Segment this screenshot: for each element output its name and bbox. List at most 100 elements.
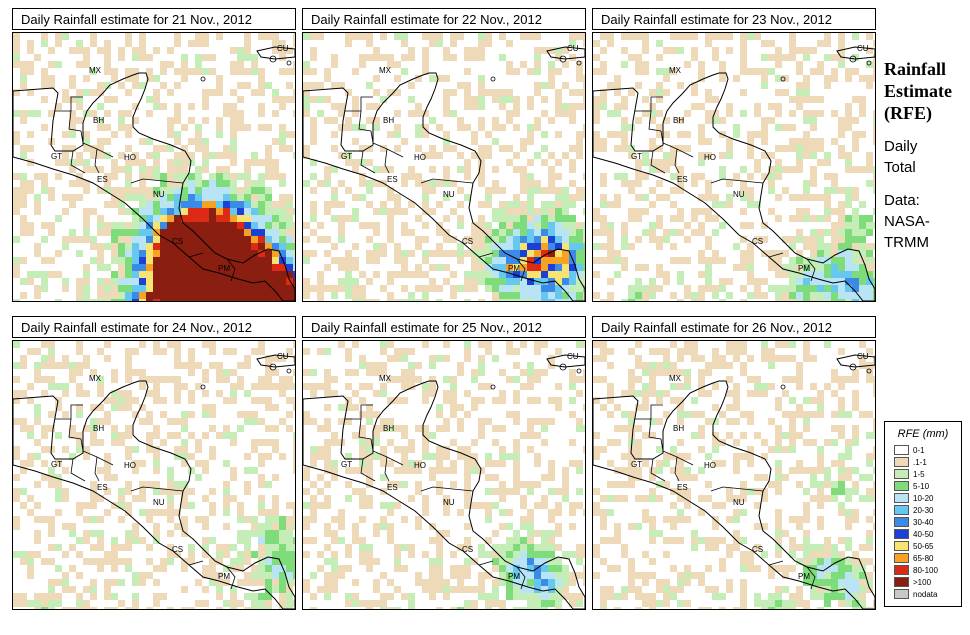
rainfall-cell <box>499 390 506 397</box>
rainfall-cell <box>359 558 366 565</box>
rainfall-cell <box>223 432 230 439</box>
rainfall-cell <box>649 607 656 609</box>
rainfall-cell <box>237 54 244 61</box>
rainfall-cell <box>230 229 237 236</box>
rainfall-cell <box>838 124 845 131</box>
rainfall-cell <box>478 397 485 404</box>
rainfall-cell <box>387 166 394 173</box>
rainfall-cell <box>394 33 401 40</box>
rainfall-cell <box>569 117 576 124</box>
rainfall-cell <box>817 586 824 593</box>
island-outline <box>200 76 206 82</box>
coastline <box>593 72 875 301</box>
rainfall-cell <box>125 299 132 301</box>
rainfall-cell <box>209 222 216 229</box>
rainfall-cell <box>202 159 209 166</box>
rainfall-cell <box>251 257 258 264</box>
rainfall-cell <box>146 607 153 609</box>
rainfall-cell <box>831 390 838 397</box>
rainfall-cell <box>562 82 569 89</box>
rainfall-cell <box>775 397 782 404</box>
rainfall-cell <box>817 215 824 222</box>
rainfall-cell <box>705 180 712 187</box>
rainfall-cell <box>726 516 733 523</box>
rainfall-cell <box>167 418 174 425</box>
rainfall-cell <box>513 257 520 264</box>
rainfall-cell <box>831 243 838 250</box>
rainfall-cell <box>181 61 188 68</box>
rainfall-cell <box>443 194 450 201</box>
rainfall-cell <box>789 257 796 264</box>
rainfall-cell <box>167 194 174 201</box>
rainfall-cell <box>782 236 789 243</box>
rainfall-cell <box>775 166 782 173</box>
rainfall-cell <box>69 453 76 460</box>
rainfall-cell <box>293 271 295 278</box>
rainfall-cell <box>499 229 506 236</box>
rainfall-cell <box>534 348 541 355</box>
rainfall-cell <box>621 495 628 502</box>
rainfall-cell <box>583 376 585 383</box>
rainfall-cell <box>69 236 76 243</box>
rainfall-cell <box>62 488 69 495</box>
rainfall-cell <box>719 607 726 609</box>
rainfall-cell <box>76 432 83 439</box>
legend-label: >100 <box>913 577 932 587</box>
rainfall-cell <box>866 61 873 68</box>
rainfall-cell <box>569 103 576 110</box>
rainfall-cell <box>310 369 317 376</box>
rainfall-cell <box>698 159 705 166</box>
rainfall-cell <box>338 565 345 572</box>
rainfall-cell <box>429 40 436 47</box>
rainfall-cell <box>69 82 76 89</box>
rainfall-cell <box>824 75 831 82</box>
rainfall-cell <box>104 341 111 348</box>
rainfall-cell <box>111 68 118 75</box>
rainfall-cell <box>464 355 471 362</box>
rainfall-cell <box>684 516 691 523</box>
rainfall-cell <box>600 89 607 96</box>
rainfall-cell <box>125 355 132 362</box>
rainfall-cell <box>499 271 506 278</box>
rainfall-cell <box>789 341 796 348</box>
rainfall-cell <box>852 600 859 607</box>
rainfall-cell <box>628 425 635 432</box>
rainfall-cell <box>310 187 317 194</box>
rainfall-cell <box>838 285 845 292</box>
rainfall-cell <box>705 187 712 194</box>
rainfall-grid <box>13 33 295 301</box>
rainfall-cell <box>265 362 272 369</box>
rainfall-cell <box>527 481 534 488</box>
rainfall-cell <box>576 68 583 75</box>
rainfall-cell <box>817 390 824 397</box>
rainfall-cell <box>195 68 202 75</box>
rainfall-cell <box>684 502 691 509</box>
rainfall-cell <box>167 341 174 348</box>
rainfall-cell <box>251 607 258 609</box>
rainfall-cell <box>153 481 160 488</box>
rainfall-cell <box>279 236 286 243</box>
rainfall-cell <box>181 523 188 530</box>
rainfall-cell <box>125 145 132 152</box>
country-label: CS <box>462 237 473 246</box>
rainfall-cell <box>541 607 548 609</box>
rainfall-cell <box>237 502 244 509</box>
rainfall-cell <box>286 544 293 551</box>
rainfall-cell <box>831 488 838 495</box>
rainfall-cell <box>677 47 684 54</box>
rainfall-cell <box>223 166 230 173</box>
rainfall-cell <box>265 257 272 264</box>
rainfall-cell <box>506 201 513 208</box>
rainfall-cell <box>642 600 649 607</box>
rainfall-cell <box>265 285 272 292</box>
rainfall-cell <box>209 502 216 509</box>
rainfall-cell <box>272 138 279 145</box>
rainfall-cell <box>345 551 352 558</box>
rainfall-cell <box>628 215 635 222</box>
rainfall-cell <box>831 439 838 446</box>
rainfall-cell <box>324 523 331 530</box>
rainfall-cell <box>677 173 684 180</box>
rainfall-cell <box>209 348 216 355</box>
rainfall-cell <box>450 404 457 411</box>
rainfall-cell <box>366 467 373 474</box>
